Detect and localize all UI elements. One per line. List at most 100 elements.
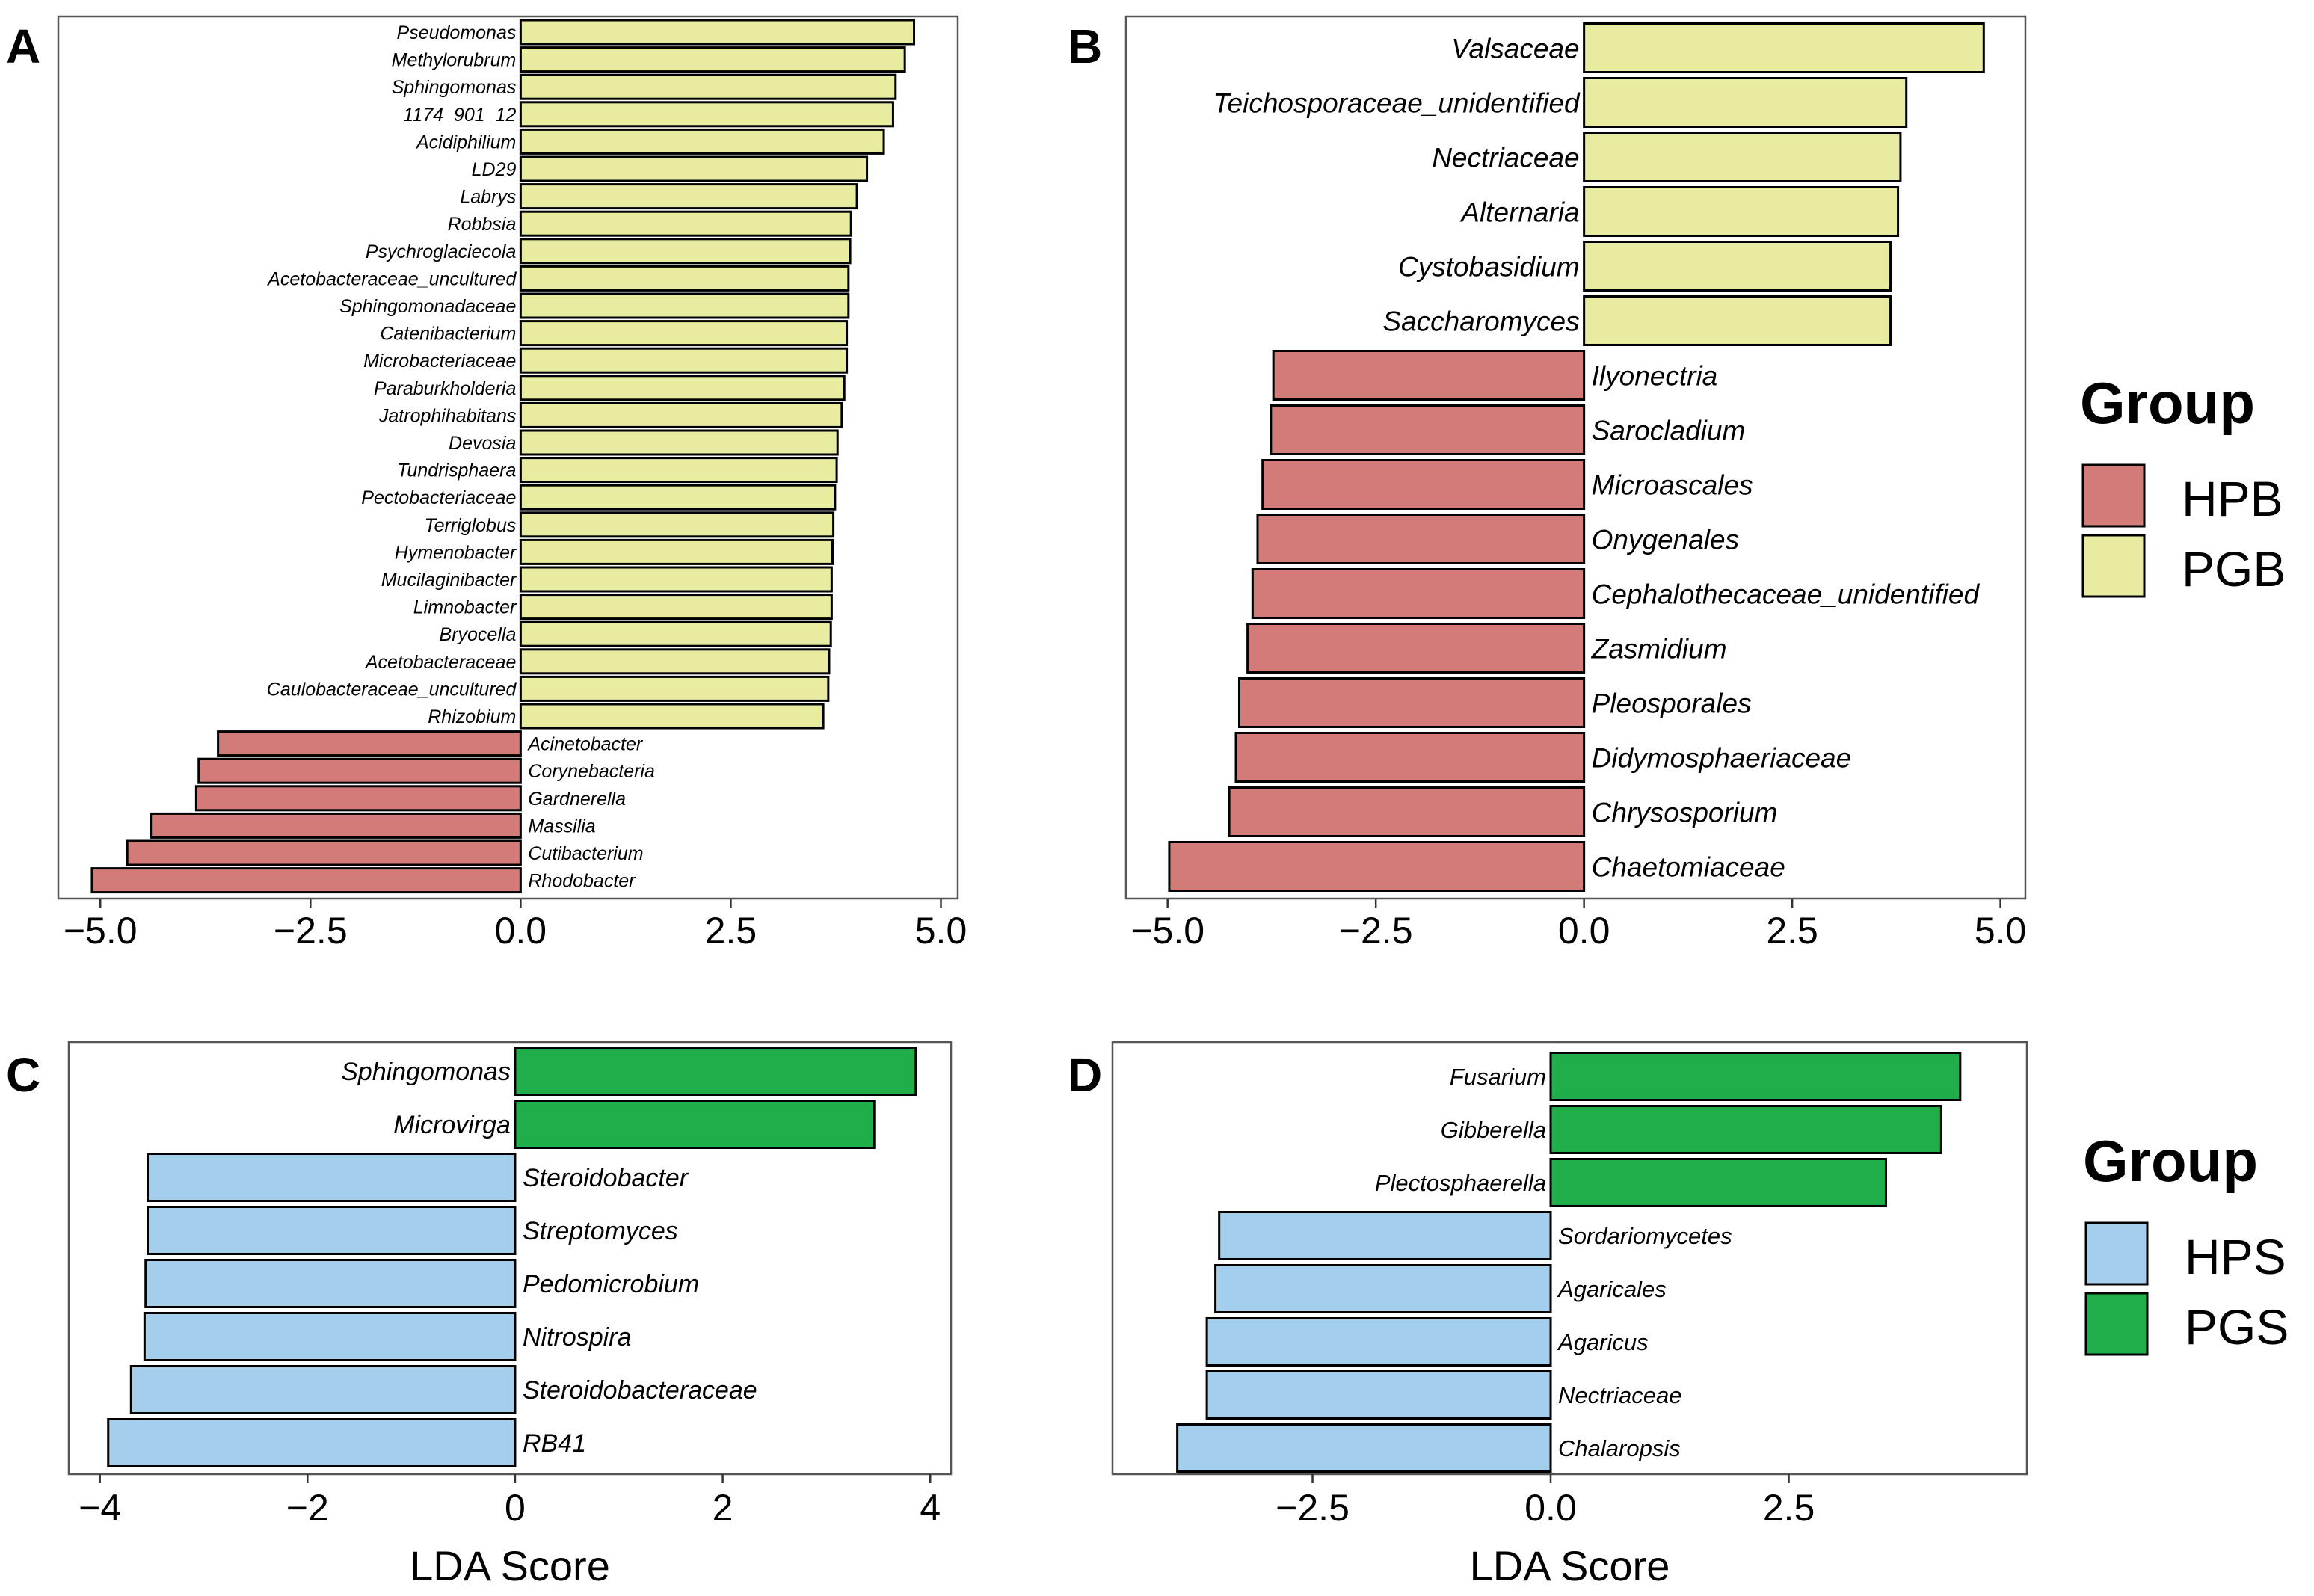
bar-a-18: [519, 511, 835, 538]
bar-a-17: [519, 484, 837, 511]
taxon-label-d-3: Sordariomycetes: [1558, 1223, 1732, 1249]
taxon-label-a-7: Robbsia: [448, 214, 517, 235]
bar-a-8: [519, 238, 852, 265]
taxon-label-c-6: Steroidobacteraceae: [523, 1376, 757, 1405]
tick-label-c-2: 0: [505, 1487, 526, 1529]
taxon-label-a-24: Caulobacteraceae_uncultured: [267, 679, 517, 700]
bar-b-9: [1256, 514, 1586, 564]
legend-label-hpb: HPB: [2182, 471, 2283, 526]
bar-d-3: [1218, 1211, 1552, 1260]
bar-a-31: [90, 867, 522, 894]
taxon-label-a-9: Acetobacteraceae_uncultured: [266, 268, 517, 289]
bar-b-11: [1246, 623, 1586, 674]
bar-a-7: [519, 210, 852, 237]
tick-label-b-0: −5.0: [1130, 910, 1204, 952]
taxon-label-d-4: Agaricales: [1557, 1276, 1667, 1302]
taxon-label-b-0: Valsaceae: [1451, 33, 1579, 64]
tick-label-d-1: 0.0: [1524, 1487, 1577, 1529]
taxon-label-d-6: Nectriaceae: [1558, 1382, 1681, 1408]
bar-a-1: [519, 46, 906, 73]
taxon-label-b-3: Alternaria: [1459, 197, 1579, 227]
bar-b-1: [1583, 77, 1908, 128]
bar-a-3: [519, 101, 894, 128]
bar-a-23: [519, 648, 831, 675]
bar-a-2: [519, 73, 897, 100]
taxon-label-b-7: Sarocladium: [1592, 415, 1746, 446]
taxon-label-b-14: Chrysosporium: [1592, 797, 1778, 828]
bar-d-6: [1205, 1370, 1552, 1420]
tick-label-c-0: −4: [79, 1487, 121, 1529]
taxon-label-a-23: Acetobacteraceae: [364, 652, 517, 673]
bar-a-30: [126, 839, 522, 866]
taxon-label-d-1: Gibberella: [1441, 1117, 1546, 1143]
taxon-label-a-29: Massilia: [528, 816, 595, 836]
bar-c-6: [129, 1365, 517, 1414]
taxon-label-a-30: Cutibacterium: [528, 843, 643, 864]
taxon-label-c-4: Pedomicrobium: [523, 1270, 699, 1298]
bar-a-15: [519, 429, 839, 456]
bar-c-1: [514, 1100, 876, 1149]
bar-d-4: [1214, 1264, 1552, 1313]
taxon-label-d-2: Plectosphaerella: [1375, 1170, 1546, 1196]
bar-a-29: [150, 812, 522, 839]
taxon-label-a-0: Pseudomonas: [397, 22, 517, 43]
panel-b-frame: [1124, 15, 2027, 900]
taxon-label-a-21: Limnobacter: [413, 597, 517, 618]
bar-b-6: [1272, 350, 1586, 401]
tick-label-a-3: 2.5: [705, 910, 757, 952]
bar-a-5: [519, 155, 869, 182]
bar-b-14: [1228, 786, 1586, 837]
bar-a-4: [519, 128, 885, 155]
bar-a-25: [519, 703, 825, 730]
taxon-label-a-14: Jatrophihabitans: [378, 405, 516, 426]
bar-d-2: [1549, 1158, 1887, 1207]
bar-a-16: [519, 457, 838, 484]
bar-b-7: [1270, 404, 1586, 455]
bar-c-3: [147, 1206, 517, 1255]
taxon-label-a-11: Catenibacterium: [380, 324, 516, 345]
bar-c-2: [147, 1153, 517, 1202]
taxon-label-a-25: Rhizobium: [428, 706, 516, 727]
legend-label-pgs: PGS: [2185, 1299, 2289, 1355]
taxon-label-a-6: Labrys: [460, 187, 516, 208]
tick-label-b-2: 0.0: [1558, 910, 1610, 952]
taxon-label-a-20: Mucilaginibacter: [381, 570, 517, 591]
taxon-label-a-27: Corynebacteria: [528, 761, 655, 782]
panel-b-chart: Valsaceae Teichosporaceae_unidentified Nec…: [1124, 15, 2027, 952]
taxon-label-b-11: Zasmidium: [1591, 633, 1727, 664]
axis-title-d: LDA Score: [1470, 1542, 1670, 1589]
taxon-label-a-3: 1174_901_12: [403, 105, 516, 126]
bar-b-8: [1261, 459, 1586, 510]
taxon-label-d-7: Chalaropsis: [1558, 1435, 1681, 1461]
bar-a-14: [519, 401, 843, 428]
tick-label-d-0: −2.5: [1276, 1487, 1350, 1529]
bar-a-11: [519, 320, 849, 347]
panel-a-frame: [57, 15, 959, 900]
taxon-label-a-17: Pectobacteriaceae: [361, 487, 516, 508]
taxon-label-b-10: Cephalothecaceae_unidentified: [1592, 579, 1981, 609]
tick-label-b-4: 5.0: [1975, 910, 2027, 952]
bar-a-28: [194, 785, 522, 812]
taxon-label-a-1: Methylorubrum: [392, 50, 517, 71]
panel-c-frame: [67, 1041, 953, 1476]
bar-d-1: [1549, 1105, 1942, 1154]
panel-label-b: B: [1068, 19, 1102, 73]
taxon-label-a-10: Sphingomonadaceae: [339, 296, 516, 317]
bar-a-22: [519, 620, 832, 647]
tick-label-d-2: 2.5: [1763, 1487, 1815, 1529]
legend-label-hps: HPS: [2185, 1229, 2286, 1284]
bar-b-4: [1583, 241, 1892, 292]
bar-a-26: [217, 730, 522, 757]
bar-a-19: [519, 538, 834, 565]
taxon-label-c-5: Nitrospira: [523, 1323, 631, 1352]
legend-top-title: Group: [2080, 370, 2255, 436]
bar-a-21: [519, 594, 833, 620]
legend-swatch-pgs: [2084, 1292, 2149, 1356]
legend-top: Group HPB PGB: [2080, 370, 2286, 598]
taxon-label-b-4: Cystobasidium: [1398, 251, 1580, 282]
tick-label-a-2: 0.0: [495, 910, 547, 952]
taxon-label-a-26: Acinetobacter: [526, 734, 644, 755]
taxon-label-a-8: Psychroglaciecola: [366, 241, 517, 262]
bar-d-0: [1549, 1052, 1962, 1101]
